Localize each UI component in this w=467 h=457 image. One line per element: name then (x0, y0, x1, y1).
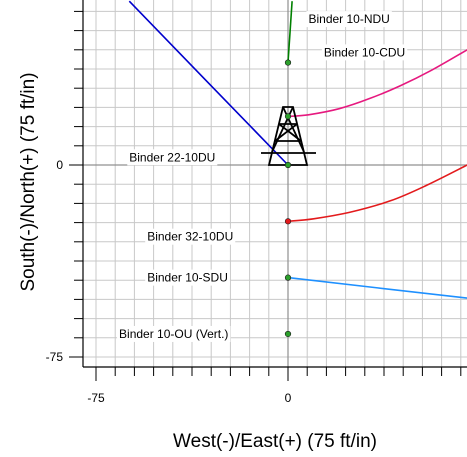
origin-lines (83, 0, 467, 367)
well-path-binder-10-cdu (287, 49, 467, 118)
well-path-binder-10-ndu (287, 1, 293, 63)
well-label: Binder 10-OU (Vert.) (119, 327, 228, 341)
well-label-group: Binder 10-NDU (306, 11, 392, 28)
well-start-point-binder-10-sdu (284, 274, 292, 281)
x-axis-title: West(-)/East(+) (75 ft/in) (173, 431, 377, 452)
well-label: Binder 10-NDU (308, 12, 389, 26)
well-label-group: Binder 10-SDU (145, 269, 230, 286)
grid (83, 0, 467, 367)
well-label: Binder 10-CDU (324, 45, 405, 59)
series-layer (128, 0, 467, 299)
well-label: Binder 22-10DU (129, 150, 215, 164)
well-label-background (145, 228, 236, 245)
y-tick-label: 0 (56, 158, 63, 172)
well-label-background (127, 149, 218, 166)
y-tick-label: -75 (46, 350, 64, 364)
axes (82, 0, 467, 368)
well-path-binder-32-10du (287, 164, 467, 223)
well-start-point-binder-10-ndu (284, 59, 292, 66)
points-layer (284, 59, 292, 338)
well-label-background (145, 269, 230, 286)
labels-layer: Binder 10-NDU Binder 10-CDU Binder 22-10DU… (117, 11, 408, 342)
well-label-group: Binder 32-10DU (145, 228, 236, 245)
well-path-binder-10-sdu (287, 276, 467, 299)
well-label-background (306, 11, 392, 28)
well-start-point-binder-32-10du (284, 218, 292, 225)
x-tick-label: 0 (285, 391, 292, 405)
well-path-binder-22-10du (128, 0, 289, 166)
well-start-point-binder-10-ou-vert (284, 330, 292, 338)
x-tick-label: -75 (87, 391, 105, 405)
well-label-background (117, 325, 231, 342)
well-label-group: Binder 22-10DU (127, 149, 218, 166)
well-label-group: Binder 10-CDU (321, 44, 408, 61)
well-label-group: Binder 10-OU (Vert.) (117, 325, 231, 342)
well-label: Binder 10-SDU (147, 271, 228, 285)
y-axis-title: South(-)/North(+) (75 ft/in) (18, 72, 39, 291)
ticks: -75 0 0 -75 (46, 10, 462, 405)
well-label: Binder 32-10DU (147, 230, 233, 244)
well-start-point-binder-10-cdu (284, 113, 292, 120)
well-start-point-binder-22-10du (284, 161, 292, 169)
well-label-background (321, 44, 408, 61)
